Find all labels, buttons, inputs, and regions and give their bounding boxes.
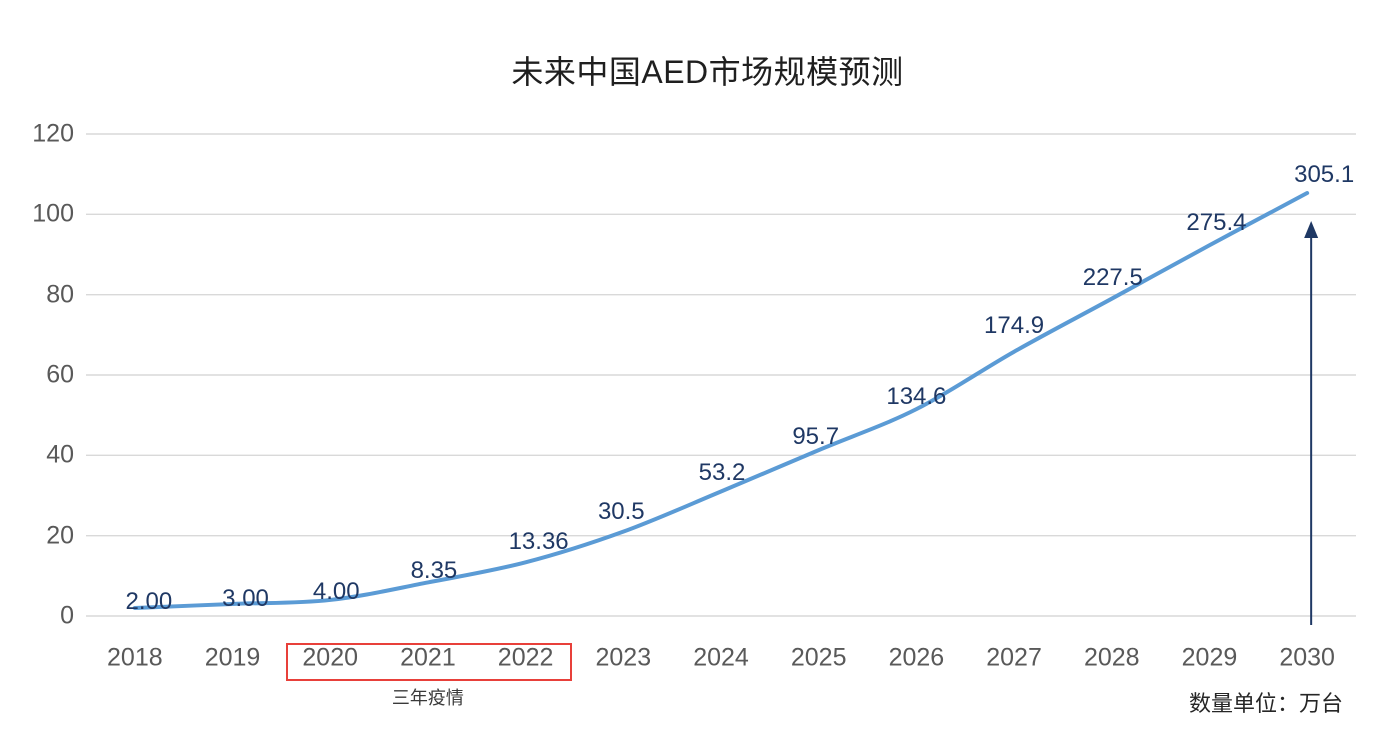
data-point-label: 305.1 (1294, 161, 1355, 189)
y-axis-tick-label: 0 (60, 601, 74, 630)
data-point-label: 4.00 (312, 577, 360, 605)
x-axis-tick-label: 2022 (497, 643, 554, 672)
x-axis-tick-label: 2027 (986, 643, 1042, 672)
data-point-label: 30.5 (597, 497, 645, 525)
data-point-label: 174.9 (984, 311, 1045, 339)
x-axis-tick-label: 2019 (204, 643, 261, 672)
y-axis-tick-label: 100 (32, 199, 74, 228)
x-axis-tick-label: 2030 (1279, 643, 1335, 672)
pandemic-highlight-box (286, 643, 572, 681)
x-axis-tick-label: 2023 (595, 643, 652, 672)
data-point-label: 95.7 (792, 423, 840, 451)
x-axis-tick-label: 2025 (790, 643, 847, 672)
chart-title: 未来中国AED市场规模预测 (511, 54, 904, 90)
x-axis-tick-label: 2018 (107, 643, 163, 672)
x-axis-tick-label: 2024 (693, 643, 749, 672)
y-axis-tick-label: 40 (46, 440, 74, 469)
y-axis-tick-label: 20 (46, 521, 74, 550)
data-point-label: 8.35 (410, 557, 458, 585)
x-axis-tick-label: 2021 (400, 643, 456, 672)
x-axis-tick-label: 2020 (302, 643, 359, 672)
data-point-label: 2.00 (125, 587, 173, 615)
data-point-label: 3.00 (222, 584, 269, 612)
data-point-label: 53.2 (698, 459, 746, 487)
growth-arrow-head (1304, 221, 1319, 238)
y-axis-tick-label: 80 (46, 280, 74, 309)
y-axis-tick-label: 120 (32, 119, 74, 148)
unit-note: 数量单位：万台 (1188, 691, 1343, 716)
x-axis-tick-label: 2026 (888, 643, 945, 672)
data-point-label: 134.6 (886, 383, 947, 411)
x-axis-tick-label: 2029 (1181, 643, 1238, 672)
x-axis-tick-label: 2028 (1083, 643, 1140, 672)
series-line (132, 191, 1310, 610)
data-point-label: 275.4 (1186, 209, 1247, 237)
data-point-label: 13.36 (508, 528, 569, 556)
data-point-label: 227.5 (1082, 263, 1143, 291)
pandemic-note: 三年疫情 (391, 688, 464, 708)
y-axis-tick-label: 60 (46, 360, 74, 389)
